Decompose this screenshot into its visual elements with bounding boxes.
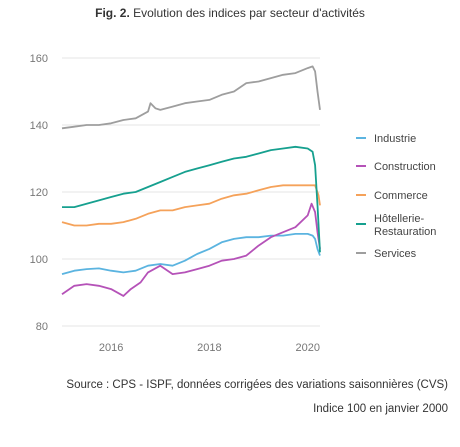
line-chart: 80 100 120 140 160 2016 2018 2020 Industrie Const… bbox=[30, 53, 437, 354]
legend-label-4: Services bbox=[374, 248, 417, 260]
legend-label-2: Commerce bbox=[374, 190, 428, 202]
y-tick-label-80: 80 bbox=[36, 321, 48, 333]
series-line-1 bbox=[61, 202, 321, 297]
figure-label: Fig. 2. bbox=[95, 6, 130, 20]
series-line-4 bbox=[61, 65, 321, 130]
index-note: Indice 100 en janvier 2000 bbox=[313, 403, 448, 415]
series-line-2 bbox=[61, 184, 321, 227]
legend-label-1: Construction bbox=[374, 161, 436, 173]
x-tick-label-2016: 2016 bbox=[99, 342, 123, 354]
x-tick-label-2018: 2018 bbox=[197, 342, 221, 354]
series-line-0 bbox=[61, 233, 321, 275]
y-tick-label-140: 140 bbox=[30, 120, 48, 132]
y-tick-label-120: 120 bbox=[30, 187, 48, 199]
figure-title: Fig. 2. Evolution des indices par secteu… bbox=[0, 6, 460, 20]
legend-label-0: Industrie bbox=[374, 133, 416, 145]
y-tick-label-100: 100 bbox=[30, 254, 48, 266]
source-note: Source : CPS - ISPF, données corrigées d… bbox=[66, 379, 448, 391]
x-tick-label-2020: 2020 bbox=[295, 342, 319, 354]
figure-title-text: Evolution des indices par secteur d'acti… bbox=[133, 6, 365, 20]
series-line-3 bbox=[62, 145, 321, 253]
y-tick-label-160: 160 bbox=[30, 53, 48, 65]
legend-label-3: Hôtellerie-Restauration bbox=[374, 213, 436, 238]
